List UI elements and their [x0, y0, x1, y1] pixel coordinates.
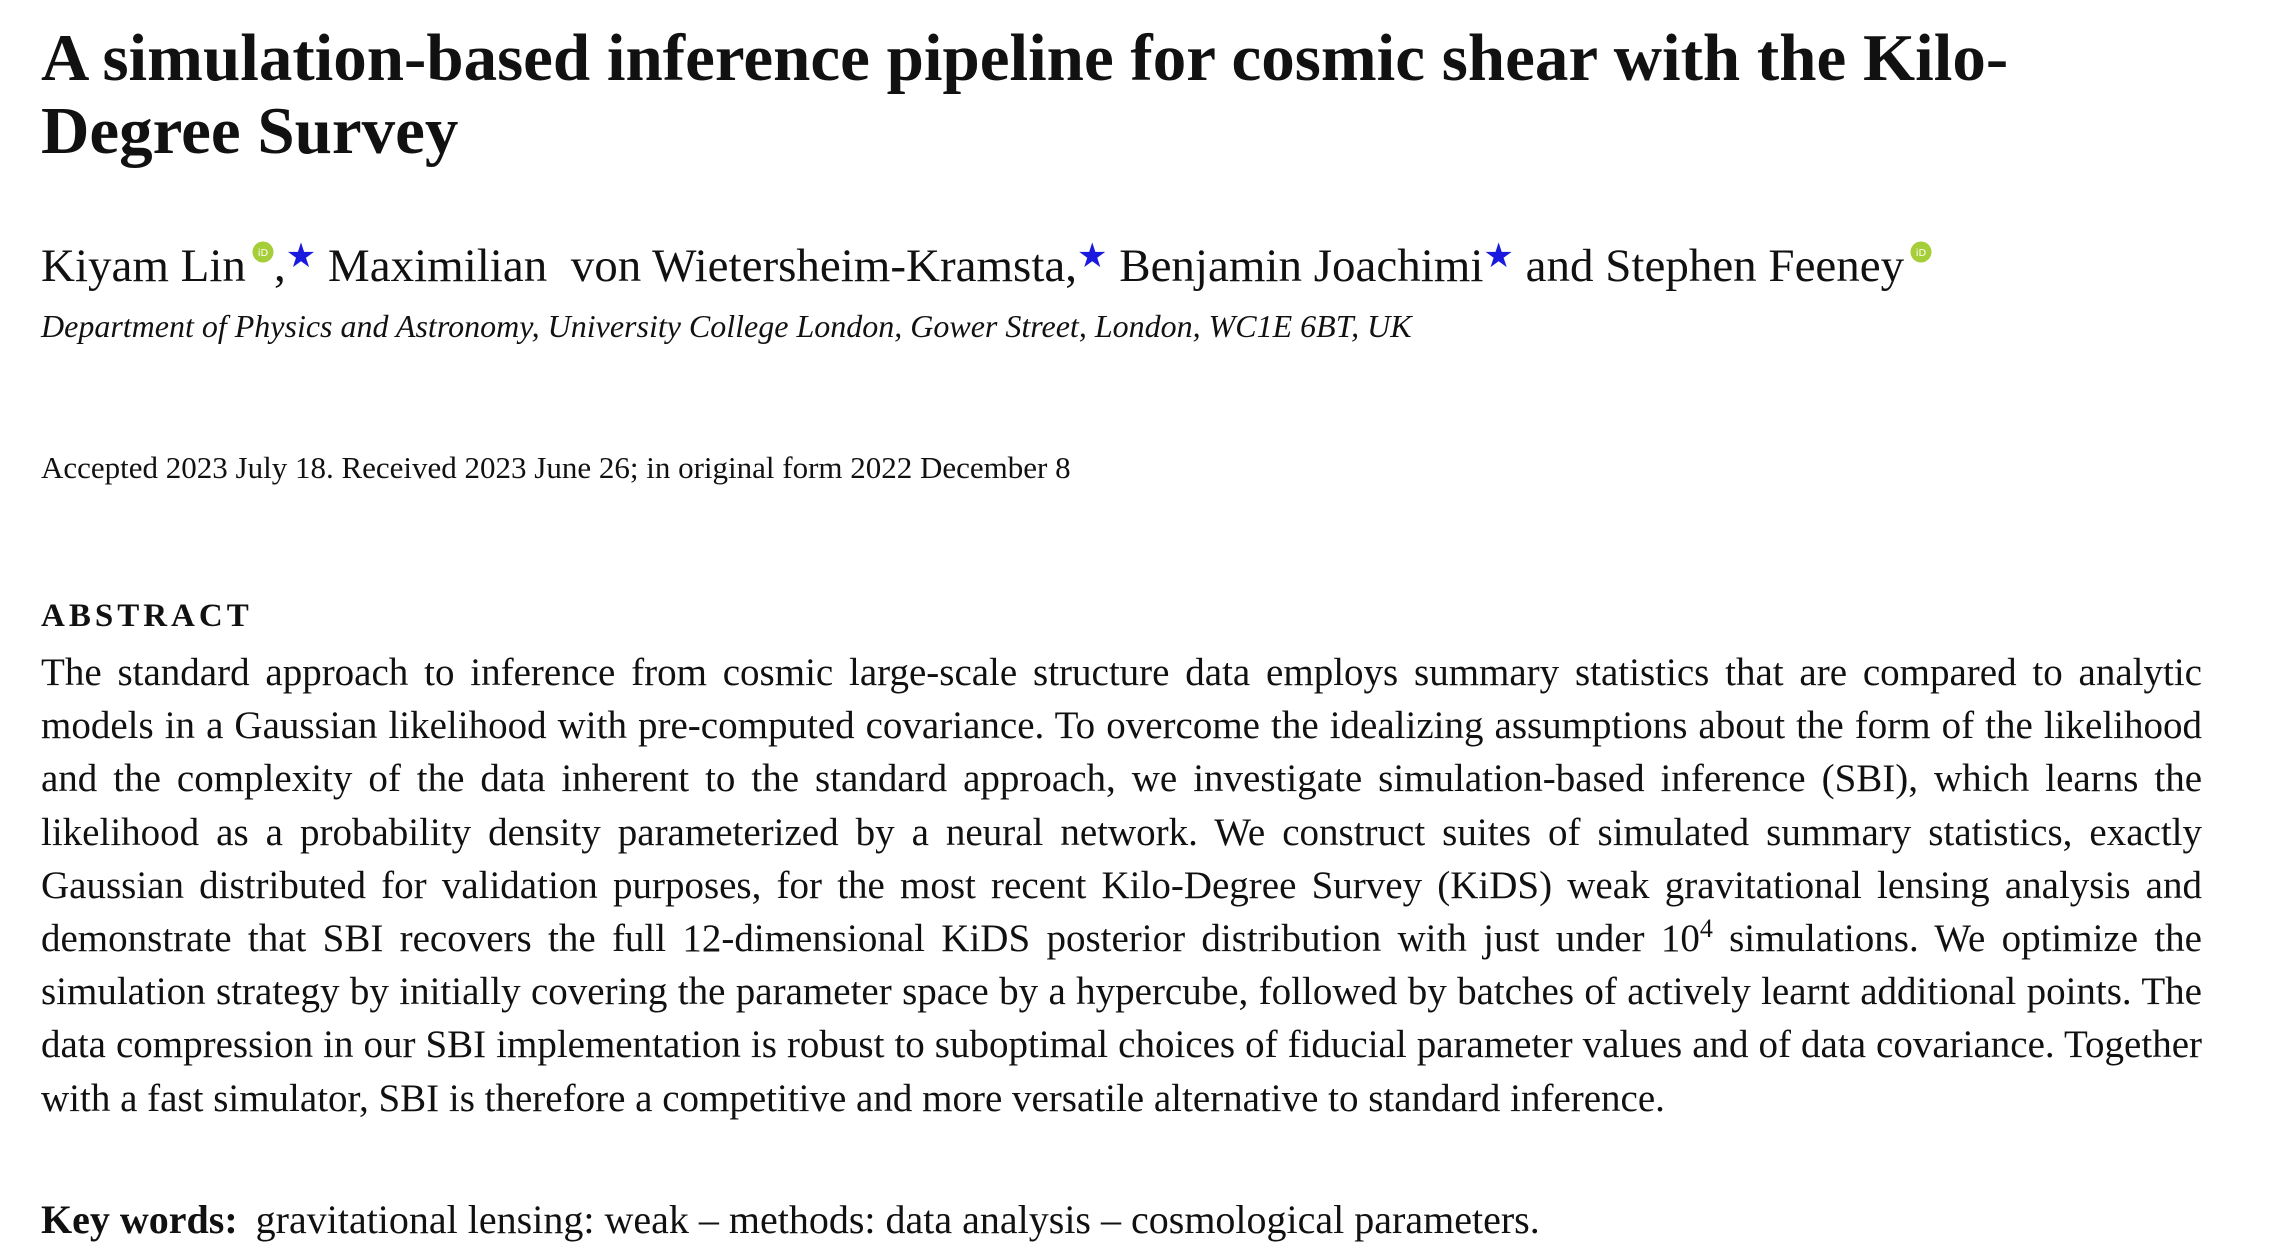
- abstract-part: The standard approach to inference from …: [41, 651, 2202, 961]
- abstract-text: The standard approach to inference from …: [41, 646, 2202, 1125]
- keywords: Key words: gravitational lensing: weak – …: [41, 1196, 1540, 1243]
- author-star: ★: [1483, 238, 1514, 275]
- dates: Accepted 2023 July 18. Received 2023 Jun…: [41, 450, 1071, 485]
- author-name: Stephen Feeney: [1605, 240, 1905, 292]
- author-name: Benjamin Joachimi: [1119, 240, 1484, 292]
- paper-title: A simulation-based inference pipeline fo…: [41, 21, 2009, 168]
- conjunction: and: [1525, 240, 1594, 292]
- author-name: Kiyam Lin: [41, 240, 246, 292]
- keywords-text: gravitational lensing: weak – methods: d…: [255, 1197, 1540, 1242]
- author-separator: ,: [1065, 240, 1077, 292]
- author-separator: ,: [273, 240, 286, 292]
- superscript: 4: [1699, 914, 1713, 944]
- author-name: Maximilian von Wietersheim-Kramsta: [327, 240, 1066, 292]
- orcid-icon: iD: [252, 241, 274, 263]
- author-star: ★: [1076, 238, 1108, 275]
- affiliation: Department of Physics and Astronomy, Uni…: [41, 308, 1412, 344]
- svg-text:iD: iD: [258, 248, 269, 259]
- keywords-label: Key words:: [41, 1197, 238, 1242]
- abstract-part: simulations. We optimize the simulation …: [41, 917, 2202, 1120]
- svg-text:iD: iD: [1916, 248, 1927, 259]
- author-star: ★: [285, 238, 317, 275]
- authors: Kiyam Lin iD ,★ Maximilian von Wietersheim…: [41, 236, 1932, 293]
- abstract-heading: ABSTRACT: [41, 598, 253, 634]
- orcid-icon: iD: [1910, 241, 1932, 263]
